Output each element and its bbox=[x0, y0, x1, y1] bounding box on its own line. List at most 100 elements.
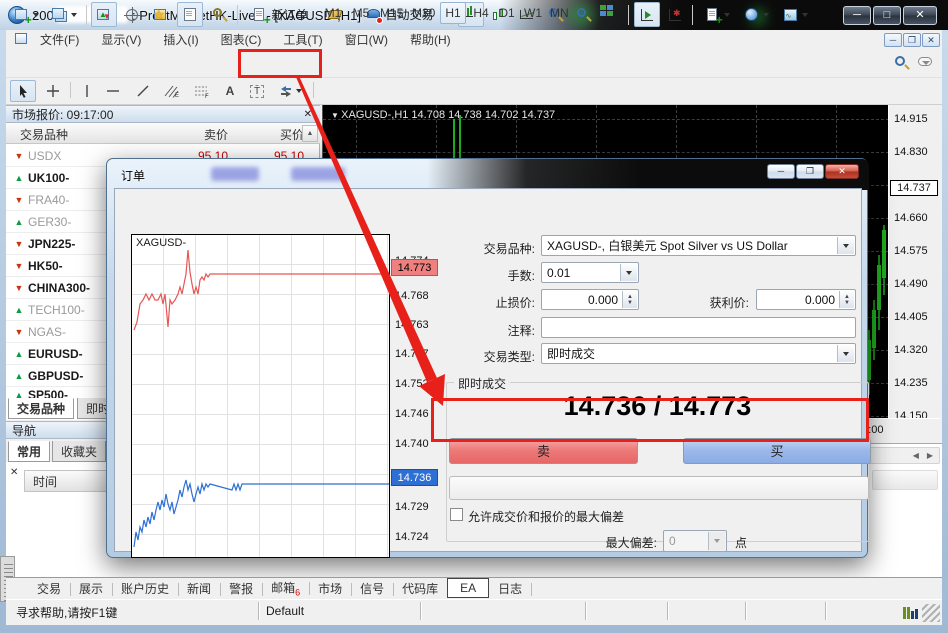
auto-scroll-button[interactable] bbox=[634, 2, 660, 27]
tab-account-history[interactable]: 账户历史 bbox=[112, 580, 180, 597]
sell-button[interactable]: 卖 bbox=[449, 438, 638, 464]
terminal-scrollbar[interactable]: ◀ ▶ bbox=[868, 447, 940, 464]
auto-trading-button[interactable]: 自动交易 bbox=[352, 2, 448, 27]
new-order-button[interactable]: + 新订单 bbox=[243, 2, 317, 27]
menu-view[interactable]: 显示(V) bbox=[101, 32, 142, 47]
tab-trade[interactable]: 交易 bbox=[28, 580, 72, 597]
zoom-out-button[interactable]: - bbox=[570, 2, 596, 27]
chevron-down-icon[interactable] bbox=[620, 264, 637, 281]
tab-symbols[interactable]: 交易品种 bbox=[8, 398, 75, 419]
minimize-button[interactable]: ─ bbox=[843, 6, 871, 25]
panel-close-icon[interactable]: ✕ bbox=[303, 108, 312, 120]
status-profile[interactable]: Default bbox=[266, 604, 305, 618]
maximize-button[interactable]: □ bbox=[873, 6, 901, 25]
menu-charts[interactable]: 图表(C) bbox=[220, 32, 262, 47]
tab-signals[interactable]: 信号 bbox=[351, 580, 395, 597]
tab-alerts[interactable]: 警报 bbox=[220, 580, 264, 597]
timeframe-mn[interactable]: MN bbox=[550, 6, 569, 20]
col-buy[interactable]: 买价 bbox=[279, 128, 304, 142]
menu-help[interactable]: 帮助(H) bbox=[409, 32, 451, 47]
terminal-close-icon[interactable]: ✕ bbox=[10, 467, 19, 478]
tab-common[interactable]: 常用 bbox=[8, 441, 51, 462]
arrows-tool[interactable] bbox=[272, 80, 308, 102]
chevron-down-icon[interactable] bbox=[837, 345, 854, 362]
tile-windows-button[interactable] bbox=[598, 2, 624, 27]
dialog-restore-button[interactable]: ❐ bbox=[796, 164, 824, 179]
search-icon[interactable] bbox=[893, 55, 909, 74]
menu-insert[interactable]: 插入(I) bbox=[163, 32, 199, 47]
crosshair-tool[interactable] bbox=[40, 80, 66, 102]
menu-window[interactable]: 窗口(W) bbox=[344, 32, 388, 47]
timeframe-m30[interactable]: M30 bbox=[412, 6, 436, 20]
tab-journal[interactable]: 日志 bbox=[489, 580, 533, 597]
comment-input[interactable] bbox=[541, 317, 856, 338]
new-chart-button[interactable]: + bbox=[8, 2, 44, 27]
templates-button[interactable]: ∿ bbox=[776, 2, 814, 27]
text-tool[interactable]: A bbox=[225, 84, 235, 98]
timeframe-m5[interactable]: M5 bbox=[352, 6, 370, 20]
zoom-in-button[interactable]: + bbox=[549, 6, 558, 17]
tab-experts[interactable]: EA bbox=[447, 577, 490, 598]
tab-mailbox[interactable]: 邮箱6 bbox=[262, 579, 311, 598]
indicators-button[interactable]: + bbox=[698, 2, 736, 27]
channel-tool[interactable]: E bbox=[158, 80, 186, 102]
line-chart-button[interactable] bbox=[514, 2, 540, 27]
tab-news[interactable]: 新闻 bbox=[178, 580, 222, 597]
buy-button[interactable]: 买 bbox=[683, 438, 871, 464]
tab-market[interactable]: 市场 bbox=[309, 580, 353, 597]
scroll-left-icon[interactable]: ◀ bbox=[912, 451, 919, 460]
order-type-select[interactable]: 即时成交 bbox=[541, 343, 856, 364]
terminal-button[interactable] bbox=[177, 2, 203, 27]
stop-loss-input[interactable]: 0.000 ▲ ▼ bbox=[541, 289, 639, 310]
col-sell[interactable]: 卖价 bbox=[203, 128, 228, 142]
timeframe-w1[interactable]: W1 bbox=[524, 6, 542, 20]
chevron-down-icon[interactable] bbox=[837, 237, 854, 254]
community-chat-icon[interactable] bbox=[918, 55, 934, 74]
vertical-line-tool[interactable] bbox=[76, 80, 98, 102]
dialog-close-button[interactable]: ✕ bbox=[825, 164, 859, 179]
tab-favorites[interactable]: 收藏夹 bbox=[52, 441, 107, 462]
timeframe-m15[interactable]: M15 bbox=[380, 6, 404, 20]
menu-tools[interactable]: 工具(T) bbox=[283, 32, 323, 47]
symbol-select[interactable]: XAGUSD-, 白银美元 Spot Silver vs US Dollar bbox=[541, 235, 856, 256]
text-label-tool[interactable]: T bbox=[244, 80, 270, 102]
col-symbol[interactable]: 交易品种 bbox=[20, 128, 69, 142]
navigator-header[interactable]: 导航 bbox=[6, 421, 108, 439]
take-profit-input[interactable]: 0.000 ▲ ▼ bbox=[756, 289, 856, 310]
timeframe-d1[interactable]: D1 bbox=[499, 6, 515, 20]
navigator-button[interactable]: ★ bbox=[153, 6, 166, 22]
fibonacci-tool[interactable]: F bbox=[188, 80, 216, 102]
profiles-button[interactable] bbox=[46, 2, 82, 27]
price-axis[interactable]: 14.915 14.830 14.660 14.575 14.490 14.40… bbox=[888, 105, 940, 422]
trendline-tool[interactable] bbox=[130, 80, 156, 102]
scroll-right-icon[interactable]: ▶ bbox=[926, 451, 933, 460]
menu-file[interactable]: 文件(F) bbox=[40, 32, 80, 47]
periods-button[interactable] bbox=[738, 2, 774, 27]
time-column-header[interactable]: 时间 bbox=[24, 470, 108, 492]
max-deviation-select[interactable]: 0 bbox=[663, 530, 727, 552]
candlestick-button[interactable] bbox=[486, 2, 512, 27]
data-window-button[interactable] bbox=[119, 2, 145, 27]
chart-menu-icon[interactable]: ▼ bbox=[331, 111, 342, 120]
mdi-minimize-button[interactable]: ─ bbox=[884, 33, 902, 47]
volume-select[interactable]: 0.01 bbox=[541, 262, 639, 283]
spinner-icons[interactable]: ▲ ▼ bbox=[622, 291, 637, 308]
timeframe-m1[interactable]: M1 bbox=[324, 6, 342, 20]
timeframe-h4[interactable]: H4 bbox=[473, 6, 489, 20]
deviation-checkbox[interactable] bbox=[450, 508, 463, 521]
dialog-minimize-button[interactable]: ─ bbox=[767, 164, 795, 179]
market-watch-header[interactable]: 市场报价: 09:17:00 ✕ bbox=[6, 105, 320, 123]
tab-exposure[interactable]: 展示 bbox=[70, 580, 114, 597]
timeframe-h1[interactable]: H1 bbox=[440, 2, 466, 24]
chart-shift-button[interactable]: ✱ bbox=[662, 2, 688, 27]
resize-grip[interactable] bbox=[922, 604, 940, 622]
mdi-restore-button[interactable]: ❐ bbox=[903, 33, 921, 47]
spinner-icons[interactable]: ▲ ▼ bbox=[839, 291, 854, 308]
scroll-up-icon[interactable]: ▲ bbox=[302, 125, 318, 142]
tab-code-base[interactable]: 代码库 bbox=[393, 580, 449, 597]
market-watch-toggle[interactable]: ▲ ▼ bbox=[91, 2, 117, 27]
cursor-tool[interactable] bbox=[10, 80, 36, 102]
close-button[interactable]: ✕ bbox=[903, 6, 937, 25]
strategy-tester-button[interactable] bbox=[205, 2, 233, 27]
mdi-close-button[interactable]: ✕ bbox=[922, 33, 940, 47]
